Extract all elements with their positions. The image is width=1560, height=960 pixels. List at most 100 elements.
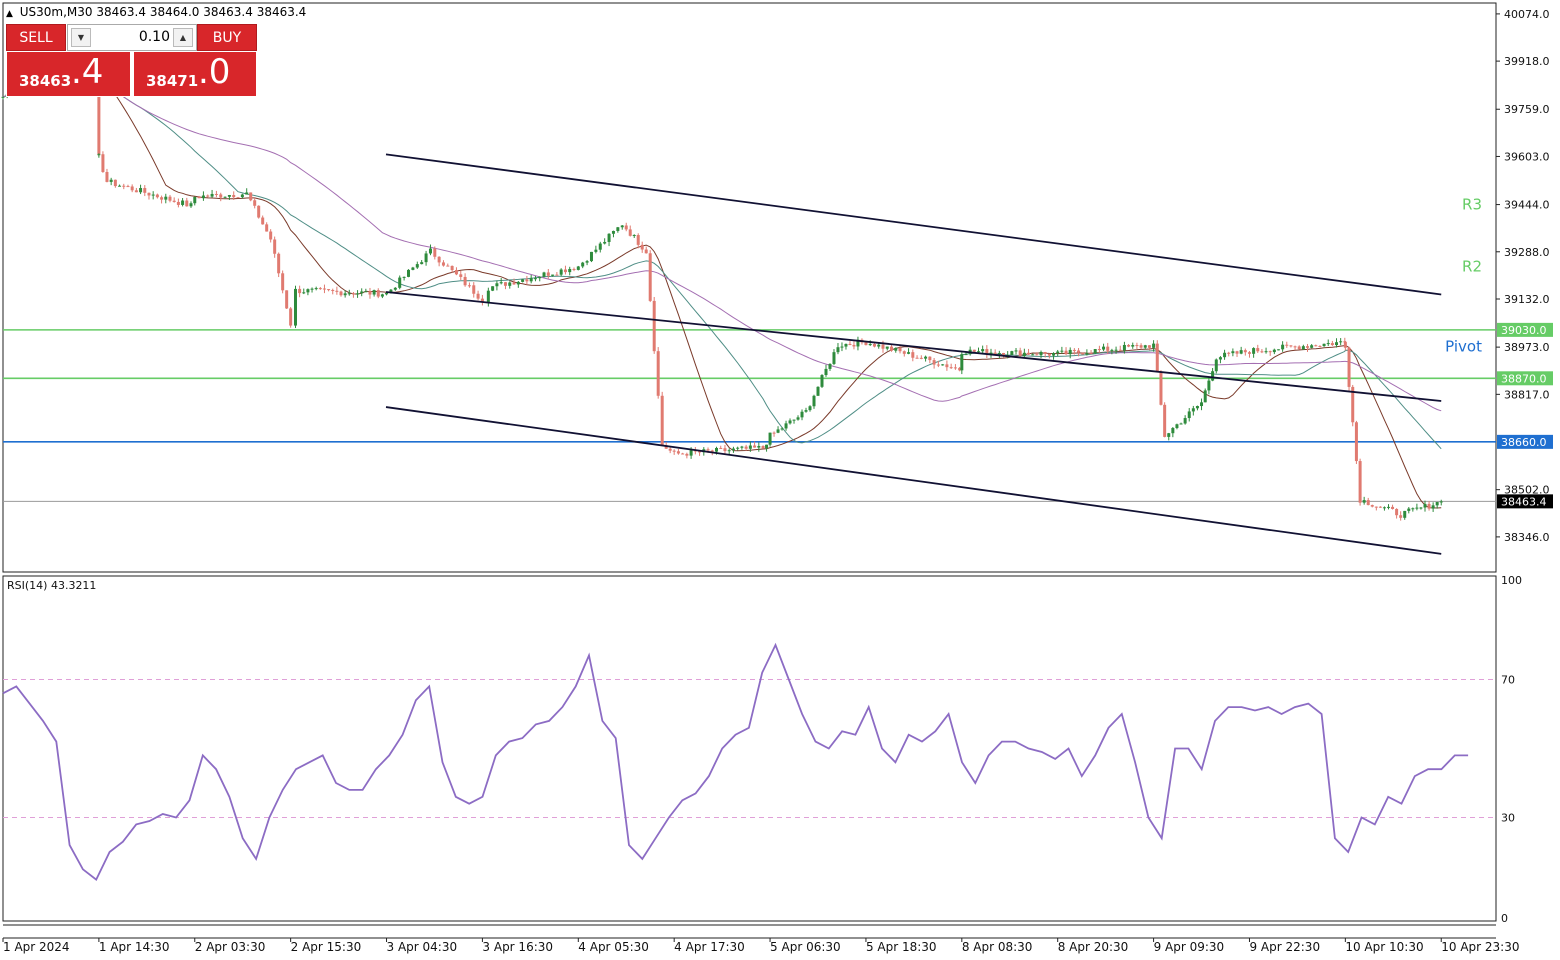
candle-body xyxy=(894,347,898,351)
candle-body xyxy=(719,447,723,449)
candle-body xyxy=(347,293,351,295)
candle-body xyxy=(668,448,672,451)
candle-body xyxy=(546,272,550,276)
candle-body xyxy=(134,190,138,193)
candle-body xyxy=(1,96,5,98)
candle-body xyxy=(932,360,936,365)
candle-body xyxy=(1047,353,1051,356)
candle-body xyxy=(632,235,636,237)
volume-stepper[interactable]: ▼ 0.10 ▲ xyxy=(67,24,197,51)
candle-body xyxy=(1423,503,1427,508)
candle-body xyxy=(463,276,467,286)
candle-body xyxy=(293,288,297,326)
candle-body xyxy=(168,196,172,201)
candle-body xyxy=(928,356,932,361)
price-panel-frame xyxy=(2,2,1497,573)
candle-body xyxy=(113,179,117,187)
volume-decrease-icon[interactable]: ▼ xyxy=(71,28,91,47)
candle-body xyxy=(364,291,368,293)
candle-body xyxy=(139,188,143,193)
candle-body xyxy=(1239,350,1243,354)
candle-body xyxy=(1285,344,1289,346)
chart-header: ▲ US30m,M30 38463.4 38464.0 38463.4 3846… xyxy=(6,5,306,19)
candle-body xyxy=(1374,506,1378,508)
candle-body xyxy=(1131,345,1135,347)
buy-button[interactable]: BUY xyxy=(197,24,257,51)
candle-body xyxy=(885,346,889,349)
candle-body xyxy=(844,343,848,347)
candle-body xyxy=(1387,506,1390,508)
candle-body xyxy=(433,248,437,257)
candle-body xyxy=(603,241,607,244)
price-tick-label: 38346.0 xyxy=(1504,531,1550,544)
candle-body xyxy=(253,200,257,206)
sell-price-box[interactable]: 38463 .4 xyxy=(6,51,131,97)
candle-body xyxy=(446,265,450,267)
volume-input[interactable]: 0.10 xyxy=(138,29,170,45)
candle-body xyxy=(1085,353,1089,355)
candle-body xyxy=(656,351,660,396)
candle-body xyxy=(1347,347,1351,387)
candle-body xyxy=(368,291,372,295)
candle-body xyxy=(808,406,812,411)
candle-body xyxy=(784,423,788,429)
candle-body xyxy=(1064,350,1068,355)
candle-body xyxy=(563,269,567,273)
price-tick-label: 40074.0 xyxy=(1504,8,1550,21)
candle-body xyxy=(499,282,503,284)
candle-body xyxy=(964,354,968,356)
candle-body xyxy=(1281,344,1285,350)
candle-body xyxy=(1060,350,1064,352)
candle-body xyxy=(147,192,151,196)
candle-body xyxy=(1159,372,1163,405)
candle-body xyxy=(1354,422,1358,462)
candle-body xyxy=(193,196,197,204)
candle-body xyxy=(685,453,689,456)
candle-body xyxy=(1081,352,1085,355)
candle-body xyxy=(1035,354,1039,356)
candle-body xyxy=(1310,345,1314,348)
rsi-tick-label: 70 xyxy=(1501,674,1515,687)
candle-body xyxy=(130,186,134,191)
volume-increase-icon[interactable]: ▲ xyxy=(173,28,193,47)
candle-body xyxy=(816,386,820,396)
level-price-tag-text: 38660.0 xyxy=(1501,436,1547,449)
candle-body xyxy=(972,349,976,352)
candle-body xyxy=(1395,508,1399,516)
candle-body xyxy=(310,288,314,290)
candle-body xyxy=(872,343,876,347)
time-tick-label: 1 Apr 2024 xyxy=(3,940,70,954)
trend-channel-line xyxy=(385,291,1442,402)
time-tick-label: 4 Apr 05:30 xyxy=(578,940,649,954)
candle-body xyxy=(181,200,185,205)
candle-body xyxy=(796,417,800,420)
candle-body xyxy=(380,294,384,297)
candle-body xyxy=(508,282,512,286)
candle-body xyxy=(459,274,463,277)
candle-body xyxy=(1335,342,1339,346)
candle-body xyxy=(824,368,828,376)
candle-body xyxy=(1163,404,1167,437)
candle-body xyxy=(1014,350,1018,352)
collapse-triangle-icon[interactable]: ▲ xyxy=(6,9,13,19)
candle-body xyxy=(740,446,744,448)
candle-body xyxy=(589,251,593,262)
candle-body xyxy=(1097,349,1101,351)
candle-body xyxy=(219,194,223,198)
candle-body xyxy=(1235,351,1239,354)
candle-body xyxy=(261,217,265,225)
candle-body xyxy=(503,282,507,286)
candle-body xyxy=(832,352,836,364)
candle-body xyxy=(881,344,885,349)
candle-body xyxy=(227,195,231,197)
candle-body xyxy=(281,273,285,291)
candle-body xyxy=(385,292,389,295)
sell-button[interactable]: SELL xyxy=(6,24,66,51)
candle-body xyxy=(953,367,957,369)
candle-body xyxy=(1318,346,1322,348)
candle-body xyxy=(800,411,804,418)
candle-body xyxy=(551,274,555,276)
candle-body xyxy=(491,286,495,291)
buy-price-box[interactable]: 38471 .0 xyxy=(133,51,257,97)
